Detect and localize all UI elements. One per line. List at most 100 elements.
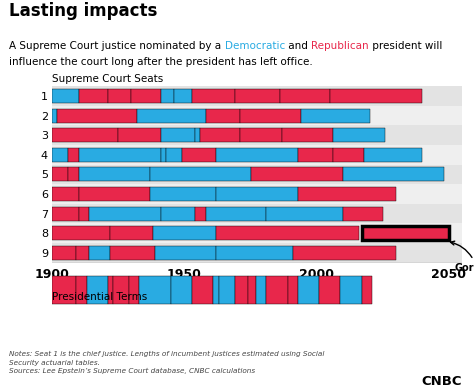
Bar (251, 167, 343, 181)
Bar (161, 128, 195, 142)
Bar (89, 246, 110, 260)
Bar (87, 276, 108, 304)
Bar (79, 187, 150, 201)
Bar (52, 165, 462, 184)
Bar (362, 276, 372, 304)
Bar (216, 148, 298, 162)
Text: Presidential Terms: Presidential Terms (52, 292, 147, 302)
Bar (235, 89, 280, 103)
Bar (343, 207, 383, 221)
Bar (79, 207, 89, 221)
Bar (76, 276, 87, 304)
Bar (343, 167, 444, 181)
Bar (333, 148, 365, 162)
Bar (298, 276, 319, 304)
Bar (319, 276, 340, 304)
Text: and: and (285, 41, 311, 51)
Bar (52, 276, 76, 304)
Bar (118, 128, 161, 142)
Bar (293, 246, 396, 260)
Bar (131, 89, 161, 103)
Bar (52, 145, 462, 165)
Bar (155, 246, 216, 260)
Text: Gorsuch: Gorsuch (450, 241, 474, 273)
Bar (301, 109, 370, 123)
Text: Lasting impacts: Lasting impacts (9, 2, 158, 20)
Bar (52, 148, 68, 162)
Bar (280, 89, 330, 103)
Bar (195, 207, 206, 221)
Bar (52, 109, 57, 123)
Bar (365, 148, 422, 162)
Bar (52, 243, 462, 263)
Bar (76, 246, 89, 260)
Bar (298, 148, 333, 162)
Bar (266, 276, 288, 304)
Bar (52, 167, 68, 181)
Bar (108, 89, 131, 103)
Bar (52, 128, 118, 142)
Bar (52, 204, 462, 223)
Bar (52, 106, 462, 125)
Bar (166, 148, 182, 162)
Bar (161, 207, 195, 221)
Bar (153, 226, 216, 240)
Bar (52, 246, 76, 260)
Bar (256, 276, 266, 304)
Text: president will: president will (369, 41, 442, 51)
Bar (330, 89, 422, 103)
Bar (52, 187, 79, 201)
Bar (235, 276, 248, 304)
Bar (52, 125, 462, 145)
Bar (110, 246, 155, 260)
Bar (113, 276, 129, 304)
Bar (206, 109, 240, 123)
Bar (171, 276, 192, 304)
Bar (110, 226, 153, 240)
Bar (79, 89, 108, 103)
Text: Democratic: Democratic (225, 41, 285, 51)
Bar (248, 276, 256, 304)
Bar (52, 184, 462, 204)
Bar (68, 148, 79, 162)
Bar (362, 226, 449, 240)
Text: CNBC: CNBC (422, 375, 462, 388)
Bar (57, 109, 137, 123)
Bar (79, 167, 150, 181)
Text: Notes: Seat 1 is the chief justice. Lengths of incumbent justices estimated usin: Notes: Seat 1 is the chief justice. Leng… (9, 351, 325, 374)
Bar (161, 89, 174, 103)
Bar (240, 109, 301, 123)
Bar (52, 86, 462, 106)
Bar (219, 276, 235, 304)
Bar (266, 207, 343, 221)
Bar (216, 187, 298, 201)
Bar (52, 226, 110, 240)
Bar (161, 148, 166, 162)
Bar (150, 167, 251, 181)
Bar (108, 276, 113, 304)
Bar (213, 276, 219, 304)
Bar (192, 276, 213, 304)
Bar (139, 276, 171, 304)
Bar (182, 148, 216, 162)
Bar (89, 207, 161, 221)
Bar (362, 226, 449, 240)
Text: influence the court long after the president has left office.: influence the court long after the presi… (9, 57, 313, 67)
Text: Supreme Court Seats: Supreme Court Seats (52, 74, 164, 84)
Bar (52, 89, 79, 103)
Bar (79, 148, 161, 162)
Bar (129, 276, 139, 304)
Bar (174, 89, 192, 103)
Bar (240, 128, 283, 142)
Bar (216, 246, 293, 260)
Bar (192, 89, 235, 103)
Text: A Supreme Court justice nominated by a: A Supreme Court justice nominated by a (9, 41, 225, 51)
Bar (206, 207, 266, 221)
Bar (216, 226, 359, 240)
Bar (52, 223, 462, 243)
Bar (333, 128, 385, 142)
Bar (150, 187, 216, 201)
Bar (283, 128, 333, 142)
Bar (298, 187, 396, 201)
Bar (340, 276, 362, 304)
